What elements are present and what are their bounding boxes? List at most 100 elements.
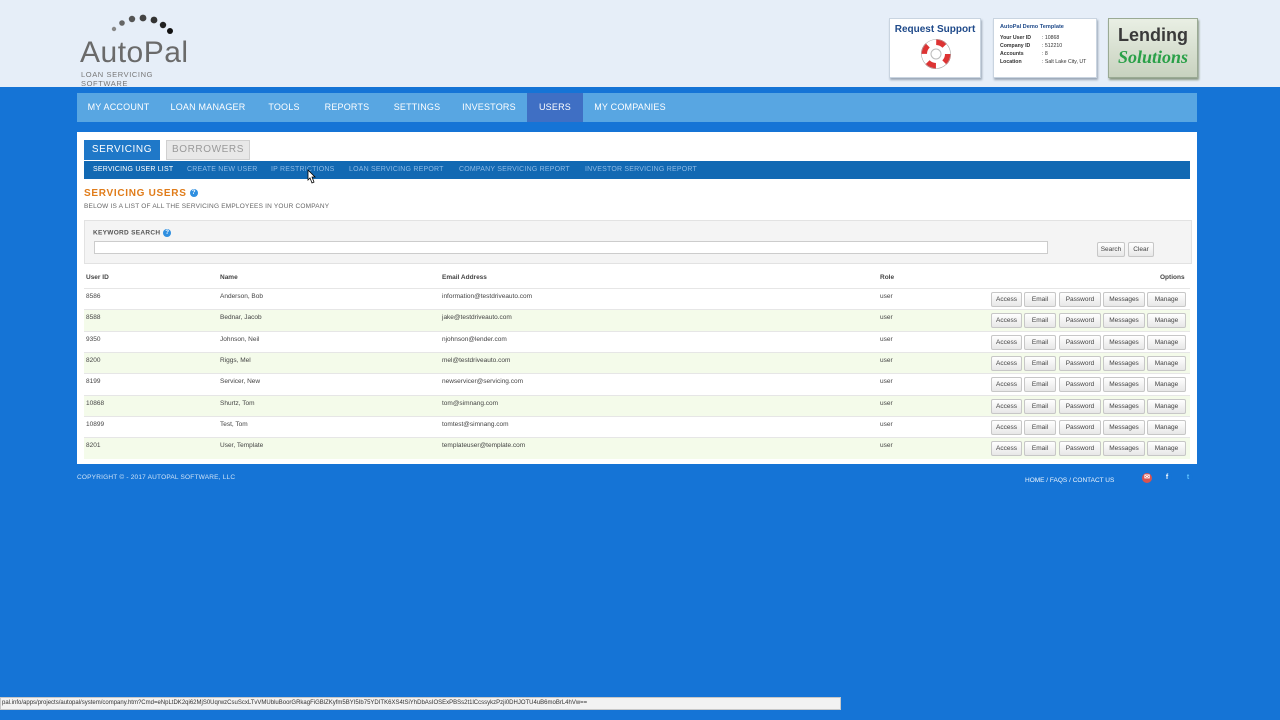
email-button[interactable]: Email (1024, 313, 1056, 329)
tab-borrowers[interactable]: BORROWERS (166, 140, 250, 160)
help-icon[interactable]: ? (163, 229, 172, 237)
cell-role: user (880, 356, 893, 364)
email-button[interactable]: Email (1024, 292, 1056, 307)
col-user-id[interactable]: User ID (86, 274, 109, 281)
cell-role: user (880, 378, 893, 386)
password-button[interactable]: Password (1059, 292, 1101, 307)
cell-name: Servicer, New (220, 378, 261, 386)
footer-link-home[interactable]: HOME (1025, 477, 1045, 484)
access-button[interactable]: Access (991, 313, 1022, 329)
lending-solutions-line1: Lending (1118, 25, 1188, 45)
messages-button[interactable]: Messages (1103, 419, 1145, 435)
account-info-title: AutoPal Demo Template (1000, 24, 1064, 30)
messages-button[interactable]: Messages (1103, 398, 1145, 414)
messages-button[interactable]: Messages (1103, 441, 1145, 457)
password-button[interactable]: Password (1059, 377, 1101, 393)
keyword-search-label-text: KEYWORD SEARCH (93, 229, 161, 237)
email-button[interactable]: Email (1024, 441, 1056, 457)
access-button[interactable]: Access (991, 292, 1022, 307)
email-button[interactable]: Email (1024, 355, 1056, 371)
clear-button[interactable]: Clear (1128, 242, 1154, 257)
manage-button[interactable]: Manage (1147, 355, 1186, 371)
manage-button[interactable]: Manage (1147, 292, 1186, 307)
footer-link-contact-us[interactable]: CONTACT US (1072, 477, 1115, 484)
footer-separator: / (1044, 477, 1050, 484)
email-button[interactable]: Email (1024, 334, 1056, 350)
cell-user-id: 10899 (86, 420, 105, 428)
nav-users[interactable]: USERS (527, 93, 583, 122)
subnav-ip-restrictions[interactable]: IP RESTRICTIONS (271, 166, 335, 173)
email-button[interactable]: Email (1024, 398, 1056, 414)
messages-button[interactable]: Messages (1103, 355, 1145, 371)
tab-servicing[interactable]: SERVICING (84, 140, 160, 160)
nav-loan-manager[interactable]: LOAN MANAGER (170, 102, 246, 112)
nav-settings[interactable]: SETTINGS (393, 102, 441, 112)
cell-user-id: 8588 (86, 314, 101, 322)
manage-button[interactable]: Manage (1147, 419, 1186, 435)
password-button[interactable]: Password (1059, 419, 1101, 435)
subnav-create-new-user[interactable]: CREATE NEW USER (187, 166, 258, 173)
messages-button[interactable]: Messages (1103, 377, 1145, 393)
request-support-button[interactable]: Request Support (889, 18, 981, 78)
cell-role: user (880, 335, 893, 343)
table-row: 10868 Shurtz, Tom tom@simnang.com user Acces… (84, 394, 1190, 417)
search-button[interactable]: Search (1097, 242, 1125, 257)
lending-solutions-logo[interactable]: Lending Solutions (1108, 18, 1198, 78)
email-button[interactable]: Email (1024, 419, 1056, 435)
col-role[interactable]: Role (880, 274, 895, 281)
access-button[interactable]: Access (991, 419, 1022, 435)
password-button[interactable]: Password (1059, 334, 1101, 350)
manage-button[interactable]: Manage (1147, 377, 1186, 393)
nav-tools[interactable]: TOOLS (268, 102, 300, 112)
subnav-servicing-user-list[interactable]: SERVICING USER LIST (93, 166, 174, 173)
facebook-icon[interactable]: f (1162, 473, 1172, 483)
nav-my-companies[interactable]: MY COMPANIES (594, 102, 666, 112)
autopal-logo[interactable]: AutoPal LOAN SERVICING SOFTWARE (80, 14, 200, 88)
help-icon[interactable]: ? (190, 189, 199, 198)
access-button[interactable]: Access (991, 398, 1022, 414)
nav-investors[interactable]: INVESTORS (462, 102, 516, 112)
table-row: 8201 User, Template templateuser@template.… (84, 437, 1190, 460)
cell-role: user (880, 420, 893, 428)
keyword-search-input[interactable] (94, 241, 1048, 254)
cell-email: information@testdriveauto.com (442, 293, 533, 300)
col-name[interactable]: Name (220, 274, 238, 281)
footer-separator: / (1067, 477, 1073, 484)
password-button[interactable]: Password (1059, 441, 1101, 457)
cell-user-id: 8200 (86, 356, 101, 364)
subnav-investor-servicing-report[interactable]: INVESTOR SERVICING REPORT (585, 166, 697, 173)
messages-button[interactable]: Messages (1103, 313, 1145, 329)
col-email[interactable]: Email Address (442, 274, 487, 281)
table-row: 8200 Riggs, Mel mel@testdriveauto.com user A… (84, 351, 1190, 374)
email-icon[interactable]: ✉ (1142, 473, 1152, 483)
page-title: SERVICING USERS ? (84, 188, 199, 199)
footer-link-faqs[interactable]: FAQS (1049, 477, 1068, 484)
manage-button[interactable]: Manage (1147, 334, 1186, 350)
account-info-row: Company ID: 512210 (1000, 43, 1063, 49)
manage-button[interactable]: Manage (1147, 313, 1186, 329)
access-button[interactable]: Access (991, 334, 1022, 350)
cell-role: user (880, 293, 893, 300)
cell-user-id: 8586 (86, 293, 101, 300)
cell-user-id: 10868 (86, 399, 105, 407)
manage-button[interactable]: Manage (1147, 398, 1186, 414)
cell-name: Johnson, Neil (220, 335, 260, 343)
password-button[interactable]: Password (1059, 355, 1101, 371)
subnav-company-servicing-report[interactable]: COMPANY SERVICING REPORT (459, 166, 570, 173)
password-button[interactable]: Password (1059, 398, 1101, 414)
messages-button[interactable]: Messages (1103, 334, 1145, 350)
mouse-cursor-icon (307, 169, 316, 184)
manage-button[interactable]: Manage (1147, 441, 1186, 457)
email-button[interactable]: Email (1024, 377, 1056, 393)
access-button[interactable]: Access (991, 377, 1022, 393)
logo-tagline: LOAN SERVICING SOFTWARE (81, 70, 154, 88)
messages-button[interactable]: Messages (1103, 292, 1145, 307)
nav-reports[interactable]: REPORTS (324, 102, 370, 112)
access-button[interactable]: Access (991, 355, 1022, 371)
password-button[interactable]: Password (1059, 313, 1101, 329)
subnav-loan-servicing-report[interactable]: LOAN SERVICING REPORT (349, 166, 444, 173)
cell-user-id: 9350 (86, 335, 101, 343)
nav-my-account[interactable]: MY ACCOUNT (87, 102, 150, 112)
twitter-icon[interactable]: t (1183, 473, 1193, 483)
access-button[interactable]: Access (991, 441, 1022, 457)
